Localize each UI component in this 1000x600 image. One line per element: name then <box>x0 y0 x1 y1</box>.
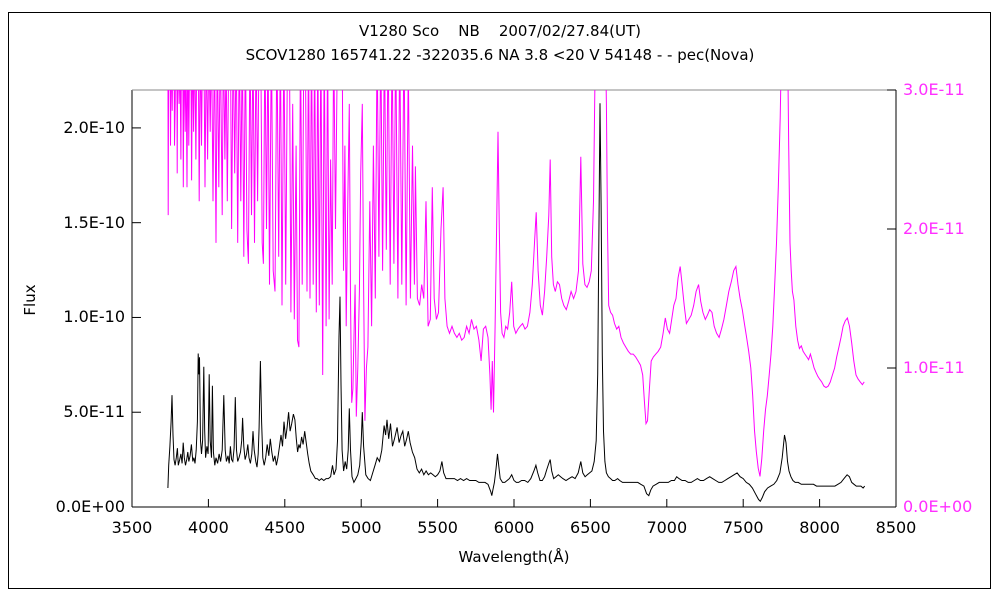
left-axis-tick-label: 1.0E-10 <box>63 307 125 327</box>
chart-subtitle: SCOV1280 165741.22 -322035.6 NA 3.8 <20 … <box>245 46 755 64</box>
x-axis-tick-label: 6000 <box>493 518 535 537</box>
x-axis-tick-label: 5500 <box>417 518 458 537</box>
x-axis-title: Wavelength(Å) <box>458 548 570 566</box>
left-axis-tick-label: 5.0E-11 <box>63 402 125 422</box>
x-axis-tick-label: 4000 <box>188 518 229 537</box>
x-axis-tick-label: 8500 <box>875 518 917 537</box>
x-axis-tick-label: 5000 <box>340 518 382 537</box>
x-axis-tick-label: 4500 <box>264 518 306 537</box>
x-axis-tick-label: 3500 <box>111 518 153 537</box>
x-axis-tick-label: 6500 <box>570 518 611 537</box>
right-axis-tick-label: 3.0E-11 <box>903 80 965 99</box>
chart-title: V1280 Sco NB 2007/02/27.84(UT) <box>359 22 641 40</box>
right-axis-tick-label: 0.0E+00 <box>903 497 973 516</box>
right-axis-tick-label: 1.0E-11 <box>903 358 965 377</box>
spectrum-black-trace <box>167 103 866 503</box>
x-axis-tick-label: 7500 <box>722 518 764 537</box>
left-axis-tick-label: 2.0E-10 <box>63 117 125 137</box>
right-axis-tick-label: 2.0E-11 <box>903 219 965 238</box>
x-axis-tick-label: 8000 <box>799 518 840 537</box>
x-axis-tick-label: 7000 <box>646 518 688 537</box>
left-axis-tick-label: 0.0E+00 <box>55 497 125 516</box>
spectrum-magenta-scaled-trace <box>167 90 865 477</box>
left-axis-tick-label: 1.5E-10 <box>63 212 125 232</box>
